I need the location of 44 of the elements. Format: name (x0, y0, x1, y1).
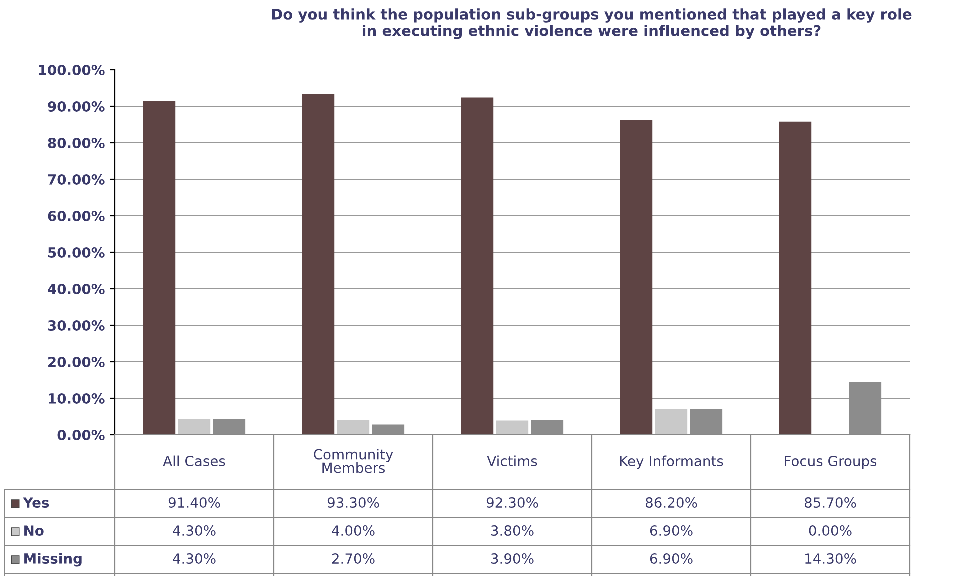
y-tick-label: 90.00% (48, 101, 105, 112)
data-label: 91.40% (168, 498, 220, 508)
x-tick-label: Focus Groups (785, 456, 877, 470)
data-label: 14.30% (806, 554, 856, 564)
x-tick-label: All Cases (163, 456, 226, 467)
data-label: 86.20% (646, 498, 698, 508)
y-tick-label: 60.00% (48, 210, 105, 222)
bar (655, 409, 688, 435)
x-tick-label: Key Informants (620, 456, 724, 470)
data-label: 4.30% (173, 526, 216, 536)
x-tick-label: Victims (487, 456, 538, 467)
data-label: 6.90% (650, 554, 693, 564)
bar (779, 122, 812, 435)
y-tick-label: 100.00% (39, 64, 105, 76)
data-label: 2.70% (332, 554, 375, 564)
data-label: 4.30% (173, 554, 216, 564)
bar (302, 94, 335, 435)
data-label: 93.30% (328, 498, 380, 508)
bar (620, 120, 653, 435)
y-tick-label: 40.00% (48, 284, 105, 294)
bar (178, 418, 211, 435)
data-label: 6.90% (650, 526, 693, 536)
legend-label: Yes (23, 498, 50, 508)
y-tick-label: 20.00% (48, 356, 105, 368)
y-tick-label: 10.00% (48, 393, 105, 404)
x-tick-label: Community Members (314, 449, 394, 474)
bar (143, 101, 176, 435)
y-tick-label: 0.00% (58, 430, 105, 440)
y-tick-label: 70.00% (48, 174, 105, 185)
data-label: 92.30% (486, 498, 538, 508)
data-label: 4.00% (332, 526, 375, 536)
data-label: 3.80% (492, 526, 534, 536)
bar (461, 98, 494, 435)
legend-label: Missing (24, 553, 82, 567)
data-label: 85.70% (804, 498, 856, 508)
legend-label: No (24, 526, 44, 536)
data-label: 3.90% (492, 554, 534, 564)
y-tick-label: 30.00% (48, 320, 105, 331)
y-tick-label: 50.00% (48, 247, 105, 258)
chart-title: Do you think the population sub-groups you mentioned that played a key role in executing ethnic violence were influenced by others? (272, 8, 912, 40)
bar (496, 420, 529, 435)
bar (337, 420, 370, 435)
data-label: 0.00% (809, 526, 852, 536)
y-tick-label: 80.00% (48, 138, 105, 148)
